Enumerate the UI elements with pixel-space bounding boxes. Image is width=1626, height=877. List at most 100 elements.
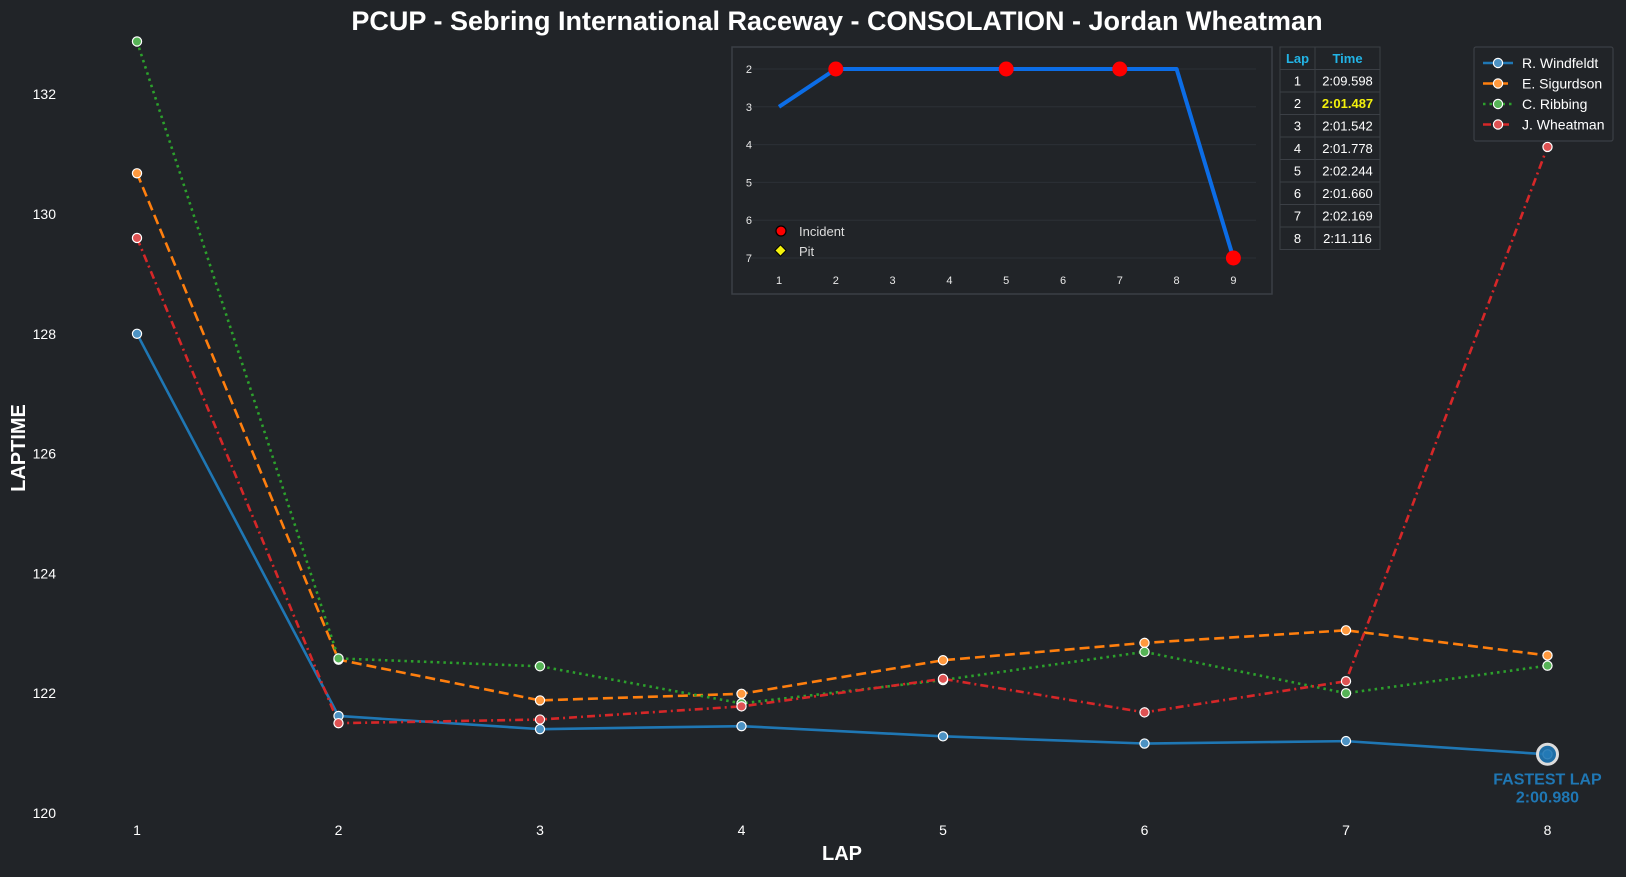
table-lap-time: 2:09.598 (1322, 74, 1373, 89)
data-point (131, 232, 143, 244)
inset-y-tick-label: 2 (746, 64, 752, 76)
legend-label: R. Windfeldt (1522, 55, 1598, 71)
inset-x-tick-label: 4 (946, 275, 952, 287)
y-tick-label: 132 (33, 86, 57, 102)
table-lap-time: 2:01.778 (1322, 141, 1373, 156)
data-point (1340, 688, 1352, 699)
y-tick-label: 128 (33, 326, 57, 342)
data-point (1139, 738, 1150, 749)
fastest-lap-annotation: FASTEST LAP 2:00.980 (1493, 742, 1602, 806)
table-header-lap: Lap (1286, 51, 1309, 66)
data-point (534, 661, 546, 672)
fastest-lap-label: FASTEST LAP (1493, 771, 1602, 788)
x-tick-label: 7 (1342, 822, 1350, 838)
legend-marker (1492, 119, 1504, 130)
incident-legend-label: Incident (799, 224, 845, 239)
data-point (937, 673, 949, 685)
data-point (736, 701, 747, 712)
inset-y-ticks: 2 3 4 5 6 7 (746, 64, 752, 265)
position-inset: 2 3 4 5 6 7 1 2 3 4 5 6 7 8 9 Incident Pit (731, 46, 1273, 295)
table-lap-time: 2:11.116 (1323, 231, 1372, 246)
series-points (131, 36, 1553, 760)
inset-legend: Incident Pit (774, 224, 845, 259)
table-lap-number: 7 (1294, 209, 1301, 224)
inset-y-tick-label: 7 (746, 253, 752, 265)
table-lap-number: 8 (1294, 231, 1301, 246)
x-tick-label: 6 (1141, 822, 1149, 838)
table-lap-number: 3 (1294, 119, 1301, 134)
table-lap-number: 1 (1294, 74, 1301, 89)
data-point (333, 653, 344, 664)
chart-title: PCUP - Sebring International Raceway - C… (351, 6, 1322, 36)
x-tick-label: 3 (536, 822, 544, 838)
y-tick-label: 130 (33, 206, 57, 222)
inset-y-tick-label: 6 (746, 215, 752, 227)
data-point (1340, 676, 1352, 687)
data-point (937, 731, 949, 742)
incident-marker (1112, 61, 1128, 77)
inset-x-ticks: 1 2 3 4 5 6 7 8 9 (776, 275, 1237, 287)
y-tick-label: 126 (33, 446, 57, 462)
y-axis-title: LAPTIME (8, 404, 30, 492)
table-lap-time: 2:01.487 (1322, 96, 1373, 111)
x-tick-label: 2 (335, 822, 343, 838)
table-lap-number: 4 (1294, 141, 1301, 156)
table-lap-time: 2:01.542 (1322, 119, 1373, 134)
y-tick-label: 122 (33, 685, 57, 701)
data-point (131, 36, 143, 47)
series-lines (135, 41, 1549, 756)
data-point (131, 328, 143, 339)
table-header-time: Time (1332, 51, 1362, 66)
fastest-lap-time: 2:00.980 (1516, 789, 1579, 806)
x-axis-title: LAP (822, 843, 862, 865)
y-tick-label: 120 (33, 805, 57, 821)
inset-y-tick-label: 4 (746, 140, 752, 152)
table-lap-time: 2:01.660 (1322, 186, 1373, 201)
table-cell (1314, 226, 1381, 250)
data-point (534, 714, 546, 725)
x-tick-label: 1 (133, 822, 141, 838)
legend-marker (1492, 78, 1504, 89)
legend-marker (1492, 57, 1504, 69)
data-point (534, 723, 546, 735)
data-point (1542, 660, 1553, 671)
data-point (1340, 735, 1352, 747)
pit-legend-marker (774, 244, 787, 257)
inset-x-tick-label: 9 (1230, 275, 1236, 287)
y-tick-label: 124 (33, 565, 57, 581)
fastest-lap-marker (1536, 742, 1559, 766)
legend-label: C. Ribbing (1522, 96, 1587, 112)
data-point (1340, 625, 1352, 636)
inset-x-tick-label: 3 (890, 275, 896, 287)
data-point (736, 720, 747, 732)
inset-x-tick-label: 2 (833, 275, 839, 287)
legend-frame (1473, 46, 1614, 142)
data-point (937, 655, 949, 666)
incident-marker (828, 61, 844, 77)
inset-x-tick-label: 6 (1060, 275, 1066, 287)
incident-marker (1225, 250, 1241, 266)
x-tick-label: 5 (939, 822, 947, 838)
data-point (736, 688, 747, 699)
table-lap-number: 6 (1294, 186, 1301, 201)
data-point (333, 717, 344, 729)
table-lap-number: 5 (1294, 164, 1301, 179)
data-point (1139, 646, 1150, 658)
table-lap-time: 2:02.244 (1322, 164, 1373, 179)
table-lap-number: 2 (1294, 96, 1301, 111)
lap-times-table: Lap Time 1 2:09.598 2 2:01.487 3 2:01.542 4 2:01.… (1279, 46, 1381, 250)
data-point (1542, 650, 1553, 661)
inset-x-tick-label: 1 (776, 275, 782, 287)
legend-label: E. Sigurdson (1522, 76, 1602, 92)
data-point (131, 168, 143, 179)
data-point (1542, 141, 1553, 153)
legend-label: J. Wheatman (1522, 117, 1604, 133)
data-point (1139, 637, 1150, 649)
y-axis-ticks: 120 122 124 126 128 130 132 (33, 86, 57, 821)
inset-x-tick-label: 7 (1117, 275, 1123, 287)
chart-legend: R. Windfeldt E. Sigurdson C. Ribbing J. Whe… (1473, 46, 1614, 142)
series-line (135, 333, 1548, 756)
series-line (135, 172, 1548, 702)
